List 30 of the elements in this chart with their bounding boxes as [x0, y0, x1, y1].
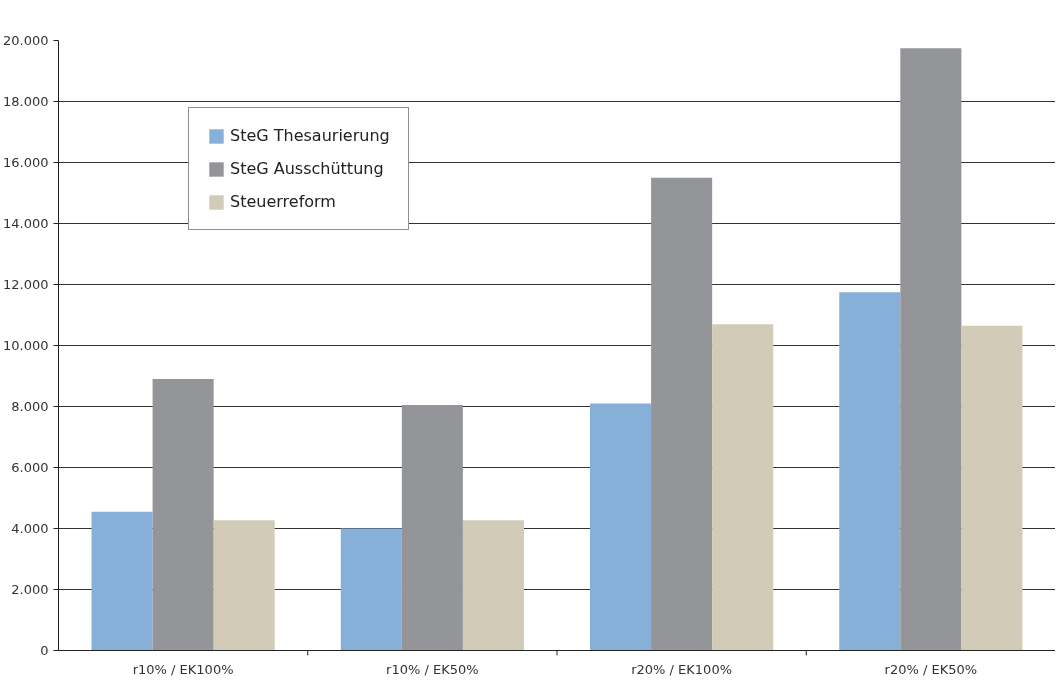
bar	[91, 511, 153, 651]
bar	[152, 379, 214, 651]
x-tick-label: r10% / EK100%	[132, 661, 234, 677]
bar	[900, 48, 962, 651]
legend-label: SteG Ausschüttung	[230, 159, 384, 178]
x-tick-label: r20% / EK100%	[631, 661, 733, 677]
bar	[340, 528, 402, 651]
bar	[712, 324, 774, 651]
bar	[839, 292, 901, 651]
legend-label: Steuerreform	[230, 192, 336, 211]
bar	[961, 325, 1023, 651]
bar	[401, 404, 463, 651]
y-tick-label: 18.000	[3, 94, 49, 109]
y-tick-label: 14.000	[3, 216, 49, 231]
x-tick-label: r20% / EK50%	[884, 661, 978, 677]
y-tick-label: 12.000	[3, 277, 49, 292]
bar	[651, 177, 713, 651]
y-tick-label: 8.000	[11, 399, 49, 414]
y-tick-label: 16.000	[3, 155, 49, 170]
y-tick-label: 0	[40, 643, 49, 658]
y-tick-label: 10.000	[3, 338, 49, 353]
y-tick-label: 4.000	[11, 521, 49, 536]
y-tick-label: 20.000	[3, 33, 49, 48]
legend-label: SteG Thesaurierung	[230, 126, 390, 145]
bar	[462, 520, 524, 651]
bar	[213, 520, 275, 651]
x-tick-label: r10% / EK50%	[386, 661, 479, 677]
y-tick-label: 2.000	[11, 582, 49, 597]
bar	[590, 403, 652, 651]
y-tick-label: 6.000	[11, 460, 49, 475]
